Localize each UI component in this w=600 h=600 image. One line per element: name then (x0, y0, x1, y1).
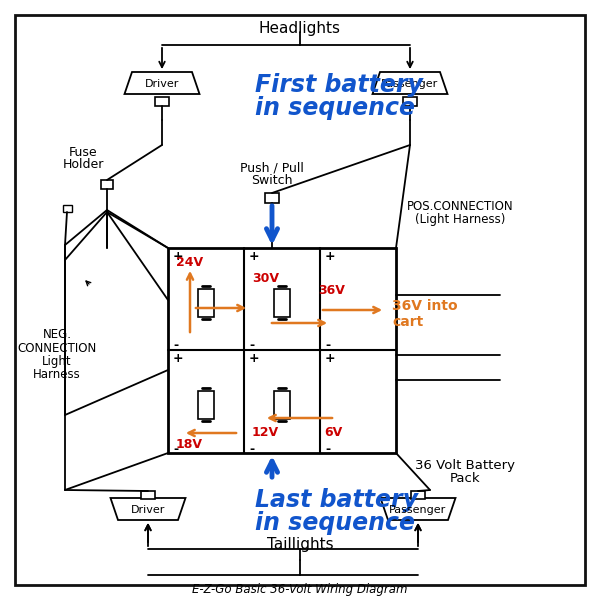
Text: cart: cart (392, 315, 423, 329)
Text: -: - (249, 338, 254, 352)
Text: Passenger: Passenger (382, 79, 439, 89)
Text: -: - (173, 443, 178, 455)
Text: 36V: 36V (318, 283, 345, 296)
Polygon shape (110, 498, 185, 520)
Text: 6V: 6V (324, 427, 342, 439)
Text: 36 Volt Battery: 36 Volt Battery (415, 458, 515, 472)
Text: 24V: 24V (176, 256, 203, 269)
Text: -: - (173, 338, 178, 352)
Bar (101, 180, 113, 189)
Text: Switch: Switch (251, 175, 293, 187)
Text: Fuse: Fuse (68, 145, 97, 158)
Bar (155, 97, 169, 106)
Text: Taillights: Taillights (266, 538, 334, 553)
Text: -: - (325, 443, 330, 455)
Text: +: + (249, 352, 260, 364)
Text: E-Z-Go Basic 36-Volt Wiring Diagram: E-Z-Go Basic 36-Volt Wiring Diagram (192, 583, 408, 596)
Text: Pack: Pack (449, 472, 481, 485)
Text: Light: Light (42, 355, 72, 367)
Text: +: + (325, 352, 335, 364)
Text: Passenger: Passenger (389, 505, 446, 515)
Text: +: + (173, 250, 184, 263)
Text: 12V: 12V (252, 427, 279, 439)
Text: in sequence: in sequence (255, 511, 415, 535)
Polygon shape (125, 72, 199, 94)
Bar (265, 193, 279, 203)
Text: +: + (325, 250, 335, 263)
Text: Push / Pull: Push / Pull (240, 161, 304, 175)
Text: +: + (173, 352, 184, 364)
Text: -: - (249, 443, 254, 455)
Text: Driver: Driver (131, 505, 165, 515)
Bar (168, 248, 396, 453)
Text: POS.CONNECTION: POS.CONNECTION (407, 200, 514, 214)
Text: Holder: Holder (62, 158, 104, 172)
Text: 18V: 18V (176, 439, 203, 451)
Text: -: - (325, 338, 330, 352)
Text: Driver: Driver (145, 79, 179, 89)
Bar (141, 491, 155, 499)
Polygon shape (380, 498, 455, 520)
Text: First battery: First battery (255, 73, 423, 97)
Text: 36V into: 36V into (392, 299, 458, 313)
Text: Harness: Harness (33, 367, 81, 380)
Bar (274, 391, 290, 419)
Polygon shape (373, 72, 448, 94)
Text: in sequence: in sequence (255, 96, 415, 120)
Bar (198, 289, 214, 317)
Bar (403, 97, 417, 106)
Text: +: + (249, 250, 260, 263)
Text: 30V: 30V (252, 271, 279, 284)
Text: CONNECTION: CONNECTION (17, 341, 97, 355)
Bar (63, 205, 72, 212)
Text: (Light Harness): (Light Harness) (415, 214, 505, 226)
Text: Last battery: Last battery (255, 488, 418, 512)
Text: NEG.: NEG. (43, 329, 71, 341)
Text: Headlights: Headlights (259, 20, 341, 35)
Bar (198, 391, 214, 419)
Bar (274, 289, 290, 317)
Bar (411, 491, 425, 499)
